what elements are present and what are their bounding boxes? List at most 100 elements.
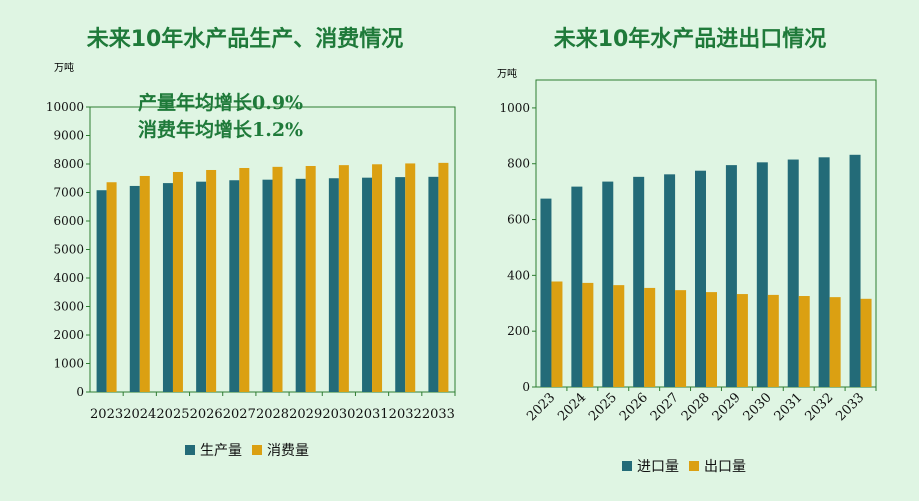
left-bar-s2 xyxy=(272,166,283,392)
right-bar-s1 xyxy=(849,154,861,387)
left-bar-s2 xyxy=(106,182,117,392)
legend-swatch-export xyxy=(689,461,699,471)
left-xtick-label: 2023 xyxy=(90,407,123,422)
left-ytick-label: 6000 xyxy=(53,214,84,228)
legend-label-production: 生产量 xyxy=(200,443,242,459)
legend-label-import: 进口量 xyxy=(637,459,679,475)
left-bar-s1 xyxy=(162,183,173,392)
left-xtick-label: 2030 xyxy=(322,407,355,422)
production-growth-annotation: 产量年均增长0.9% xyxy=(138,92,304,114)
right-bar-s1 xyxy=(571,186,583,387)
right-ytick-label: 200 xyxy=(507,324,530,338)
right-y-unit: 万吨 xyxy=(497,69,517,80)
left-bar-s1 xyxy=(229,180,240,392)
legend-label-consumption: 消费量 xyxy=(267,443,309,459)
right-xtick-label: 2029 xyxy=(710,390,744,424)
left-xtick-label: 2029 xyxy=(289,407,322,422)
left-xtick-label: 2025 xyxy=(156,407,189,422)
left-ytick-label: 3000 xyxy=(53,300,84,314)
right-bar-s1 xyxy=(787,159,799,387)
left-bar-s2 xyxy=(405,163,416,392)
left-bar-s1 xyxy=(96,190,107,392)
left-bar-s1 xyxy=(395,177,406,392)
right-ytick-label: 600 xyxy=(507,213,530,227)
left-bar-s1 xyxy=(362,177,373,392)
left-xtick-label: 2028 xyxy=(256,407,289,422)
right-bar-s1 xyxy=(540,198,552,387)
right-ytick-label: 400 xyxy=(507,268,530,282)
left-y-unit: 万吨 xyxy=(54,63,74,74)
right-xtick-label: 2025 xyxy=(586,390,620,424)
left-ytick-label: 0 xyxy=(76,385,84,399)
left-ytick-label: 1000 xyxy=(53,357,84,371)
legend-label-export: 出口量 xyxy=(704,459,746,475)
right-xtick-label: 2032 xyxy=(802,390,836,424)
right-xtick-label: 2023 xyxy=(524,390,558,424)
right-bar-s2 xyxy=(829,297,841,387)
right-xtick-label: 2024 xyxy=(555,390,589,424)
left-xtick-label: 2027 xyxy=(223,407,256,422)
left-ytick-label: 10000 xyxy=(46,100,84,114)
right-xtick-label: 2026 xyxy=(617,390,651,424)
left-bar-s1 xyxy=(295,178,306,392)
left-bar-s1 xyxy=(428,176,439,392)
left-xtick-label: 2026 xyxy=(190,407,223,422)
left-xtick-label: 2031 xyxy=(355,407,388,422)
left-bar-s2 xyxy=(372,164,383,392)
legend-swatch-consumption xyxy=(252,445,262,455)
right-bar-s2 xyxy=(860,298,872,387)
left-bar-s2 xyxy=(305,165,316,392)
left-bar-s1 xyxy=(196,181,207,392)
right-chart-title: 未来10年水产品进出口情况 xyxy=(553,27,827,52)
left-xtick-label: 2024 xyxy=(123,407,156,422)
right-ytick-label: 1000 xyxy=(499,101,530,115)
right-bar-s2 xyxy=(551,281,563,387)
right-bar-s1 xyxy=(633,176,645,387)
right-bar-s2 xyxy=(613,285,625,387)
legend-swatch-import xyxy=(622,461,632,471)
left-legend: 生产量 消费量 xyxy=(185,440,319,460)
left-xtick-label: 2033 xyxy=(422,407,455,422)
left-chart-title: 未来10年水产品生产、消费情况 xyxy=(86,27,404,52)
right-bar-s2 xyxy=(736,294,748,387)
legend-swatch-production xyxy=(185,445,195,455)
left-ytick-label: 7000 xyxy=(53,186,84,200)
right-bar-s1 xyxy=(664,174,676,387)
right-bar-s1 xyxy=(725,165,737,387)
right-bar-s2 xyxy=(644,287,656,387)
right-xtick-label: 2028 xyxy=(679,390,713,424)
left-ytick-label: 5000 xyxy=(53,243,84,257)
left-xtick-label: 2032 xyxy=(389,407,422,422)
left-bar-s1 xyxy=(262,179,273,392)
left-bar-s2 xyxy=(139,175,150,392)
right-bar-s2 xyxy=(767,294,779,387)
right-ytick-label: 800 xyxy=(507,157,530,171)
right-bar-s1 xyxy=(695,170,706,387)
right-bar-s1 xyxy=(602,181,614,387)
right-bar-s2 xyxy=(675,290,687,387)
left-ytick-label: 2000 xyxy=(53,328,84,342)
left-ytick-label: 8000 xyxy=(53,157,84,171)
right-xtick-label: 2030 xyxy=(741,390,775,424)
left-bar-s2 xyxy=(206,169,217,392)
right-ytick-label: 0 xyxy=(522,380,530,394)
right-xtick-label: 2033 xyxy=(833,390,867,424)
consumption-growth-annotation: 消费年均增长1.2% xyxy=(138,119,304,141)
left-bar-s1 xyxy=(129,185,140,392)
right-xtick-label: 2027 xyxy=(648,390,682,424)
left-bar-s2 xyxy=(438,162,449,392)
right-xtick-label: 2031 xyxy=(772,390,806,424)
left-bar-s2 xyxy=(239,167,250,392)
right-legend: 进口量 出口量 xyxy=(622,456,756,476)
left-bar-s2 xyxy=(172,171,183,392)
left-ytick-label: 4000 xyxy=(53,271,84,285)
left-bar-s1 xyxy=(328,178,339,392)
right-bar-s2 xyxy=(798,296,810,387)
right-bar-s1 xyxy=(818,157,830,387)
right-bar-s2 xyxy=(706,292,717,387)
right-bar-s2 xyxy=(582,282,594,387)
right-bar-s1 xyxy=(756,162,768,387)
left-ytick-label: 9000 xyxy=(53,129,84,143)
left-bar-s2 xyxy=(338,165,349,392)
